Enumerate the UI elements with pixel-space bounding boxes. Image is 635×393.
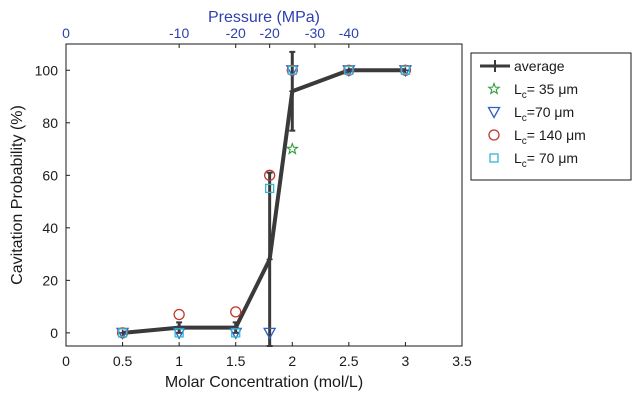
legend-label-suffix: = 70 μm (527, 150, 578, 166)
data-point-square (265, 183, 275, 194)
plot-frame (65, 43, 463, 347)
average-point (232, 324, 239, 331)
top-axis-ticks: 0 -10 -20 -20 -30 -40 (62, 25, 359, 48)
data-point-square (344, 65, 354, 75)
average-point (119, 329, 126, 336)
average-series (119, 50, 409, 347)
legend-marker-star (487, 81, 501, 95)
y-tick-label: 60 (42, 167, 58, 183)
data-point-circle (343, 64, 355, 76)
data-point-square (174, 328, 184, 338)
top-tick-label: -30 (305, 25, 325, 41)
y-tick-label: 100 (35, 62, 59, 78)
data-point-circle (286, 64, 298, 76)
top-tick-label: -40 (339, 25, 359, 41)
legend-label: Lc= 35 μm (514, 81, 578, 101)
data-point-square (400, 65, 411, 75)
plot-area (65, 43, 463, 347)
y-axis-ticks: 0 20 40 60 80 100 (35, 62, 70, 341)
legend-label-prefix: L (514, 81, 522, 97)
legend-label: Lc= 140 μm (514, 127, 586, 147)
legend-label-subscript: c (522, 90, 527, 101)
legend-label-suffix: = 140 μm (527, 127, 586, 143)
legend-label: Lc= 70 μm (514, 150, 578, 170)
average-line (122, 68, 406, 335)
y-tick-label: 40 (42, 220, 58, 236)
x-tick-label: 3.5 (452, 353, 472, 369)
legend-marker-triangle-down (487, 106, 501, 119)
legend-label: average (514, 58, 565, 74)
legend-label-prefix: L (514, 127, 522, 143)
legend-label-prefix: L (514, 104, 522, 120)
data-point-star (285, 141, 300, 155)
average-point (345, 67, 352, 74)
legend-marker-circle (488, 129, 500, 141)
legend-label-subscript: c (522, 159, 527, 170)
data-point-circle (116, 327, 129, 339)
x-tick-label: 2.5 (339, 353, 359, 369)
top-tick-label: 0 (62, 25, 70, 41)
legend-marker-square (489, 153, 499, 163)
y-tick-label: 20 (42, 272, 58, 288)
data-point-square (231, 328, 241, 338)
legend-label-suffix: =70 μm (527, 104, 574, 120)
top-axis-label: Pressure (MPa) (208, 9, 320, 26)
legend-label-suffix: = 35 μm (527, 81, 578, 97)
average-point (402, 67, 409, 74)
legend-label-suffix: average (514, 58, 565, 74)
x-tick-label: 3 (402, 353, 410, 369)
legend-label: Lc=70 μm (514, 104, 574, 124)
data-point-triangle-down (263, 327, 277, 340)
marker-series (115, 64, 413, 340)
y-tick-label: 80 (42, 115, 58, 131)
x-axis-label: Molar Concentration (mol/L) (165, 374, 363, 391)
data-point-circle (230, 306, 242, 318)
data-point-circle (399, 64, 412, 76)
top-tick-label: -20 (226, 25, 246, 41)
x-tick-label: 0 (62, 353, 70, 369)
average-point (176, 324, 183, 331)
data-point-circle (173, 308, 185, 321)
data-point-circle (264, 169, 276, 181)
y-tick-label: 0 (50, 325, 58, 341)
legend-label-subscript: c (522, 136, 527, 147)
y-axis-label: Cavitation Probability (%) (9, 105, 26, 285)
data-point-square (287, 65, 297, 75)
x-tick-label: 1 (175, 353, 183, 369)
data-point-square (117, 328, 128, 338)
legend-label-prefix: L (514, 150, 522, 166)
x-tick-label: 2 (288, 353, 296, 369)
top-tick-label: -20 (260, 25, 280, 41)
x-axis-ticks: 0 0.5 1 1.5 2 2.5 3 3.5 (62, 342, 472, 369)
top-tick-label: -10 (169, 25, 189, 41)
legend-label-subscript: c (522, 113, 527, 124)
average-point (266, 256, 273, 263)
average-point (289, 88, 296, 95)
x-tick-label: 0.5 (113, 353, 133, 369)
x-tick-label: 1.5 (226, 353, 246, 369)
